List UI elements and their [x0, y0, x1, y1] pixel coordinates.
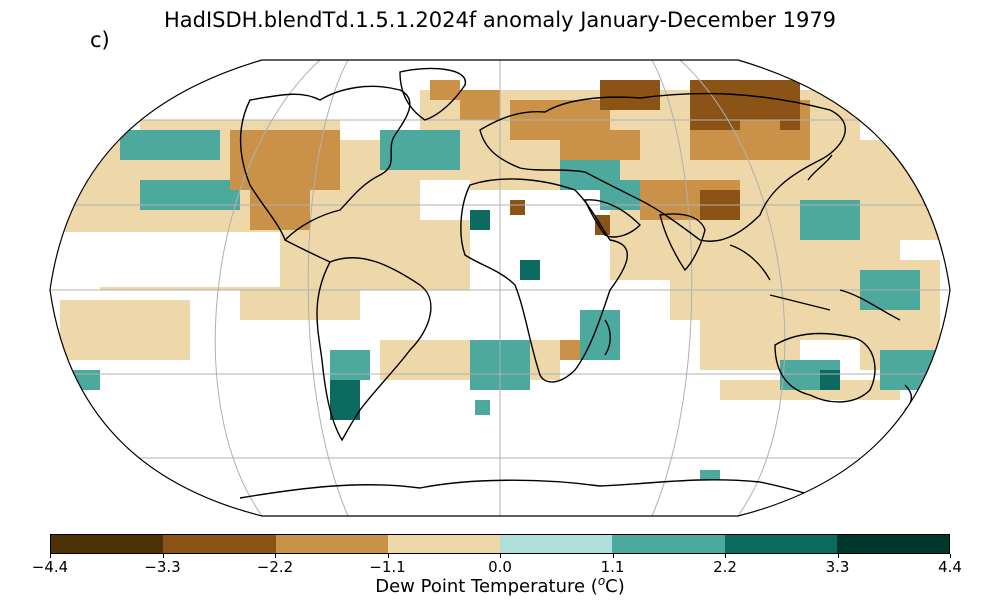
anomaly-grid-cells — [60, 80, 940, 480]
colorbar-tick-label: 3.3 — [825, 558, 850, 576]
anomaly-cell — [560, 130, 640, 160]
colorbar-label-suffix: C) — [605, 576, 625, 597]
colorbar-tick-mark — [50, 554, 51, 558]
colorbar-tick-mark — [950, 554, 951, 558]
anomaly-cell — [595, 215, 610, 235]
anomaly-cell — [60, 232, 280, 287]
colorbar-tick-mark — [612, 554, 614, 558]
colorbar — [50, 534, 950, 554]
colorbar-segment — [51, 535, 164, 553]
colorbar-tick-label: 0.0 — [488, 558, 512, 576]
colorbar-segment — [612, 535, 725, 553]
colorbar-segment — [275, 535, 388, 553]
colorbar-tick-label: 1.1 — [600, 558, 625, 576]
colorbar-tick-label: −4.4 — [31, 558, 69, 576]
colorbar-tick-label: −1.1 — [369, 558, 406, 576]
colorbar-tick-mark — [275, 554, 276, 558]
colorbar-tick-label: −2.2 — [256, 558, 294, 576]
colorbar-tick-mark — [837, 554, 839, 558]
anomaly-cell — [800, 200, 860, 240]
anomaly-cell — [470, 210, 490, 230]
anomaly-cell — [475, 400, 490, 415]
anomaly-cell — [330, 380, 360, 420]
anomaly-cell — [70, 370, 100, 390]
anomaly-cell — [600, 80, 660, 110]
anomaly-cell — [330, 350, 370, 380]
anomaly-cell — [510, 200, 525, 215]
coastlines — [239, 67, 913, 501]
anomaly-cell — [520, 260, 540, 280]
anomaly-cell — [60, 300, 190, 360]
anomaly-cell — [470, 190, 610, 300]
anomaly-cell — [460, 90, 500, 120]
anomaly-cell — [420, 180, 470, 220]
colorbar-segment — [500, 535, 613, 553]
anomaly-cell — [560, 340, 580, 360]
anomaly-cell — [430, 80, 460, 100]
anomaly-cell — [700, 470, 720, 480]
colorbar-label: Dew Point Temperature (oC) — [0, 574, 1000, 597]
colorbar-segment — [163, 535, 276, 553]
colorbar-tick-label: −3.3 — [144, 558, 181, 576]
anomaly-cell — [120, 130, 220, 160]
colorbar-tick-mark — [725, 554, 726, 558]
world-map — [49, 59, 951, 517]
colorbar-label-prefix: Dew Point Temperature ( — [375, 576, 598, 597]
anomaly-cell — [250, 190, 310, 230]
colorbar-tick-mark — [500, 554, 501, 558]
anomaly-cell — [380, 130, 460, 170]
graticule-lines — [50, 60, 950, 516]
colorbar-tick-mark — [162, 554, 164, 558]
colorbar-label-superscript: o — [597, 574, 606, 588]
anomaly-cell — [740, 120, 780, 140]
colorbar-segment — [387, 535, 500, 553]
map-title: HadISDH.blendTd.1.5.1.2024f anomaly Janu… — [163, 8, 837, 32]
anomaly-cell — [880, 350, 940, 390]
colorbar-segment — [724, 535, 837, 553]
colorbar-tick-label: 2.2 — [713, 558, 737, 576]
colorbar-tick-mark — [387, 554, 389, 558]
colorbar-tick-label: 4.4 — [938, 558, 962, 576]
anomaly-cell — [230, 130, 340, 190]
colorbar-segment — [836, 535, 949, 553]
anomaly-cell — [380, 290, 480, 330]
anomaly-cell — [820, 370, 840, 390]
panel-label: c) — [90, 28, 110, 52]
